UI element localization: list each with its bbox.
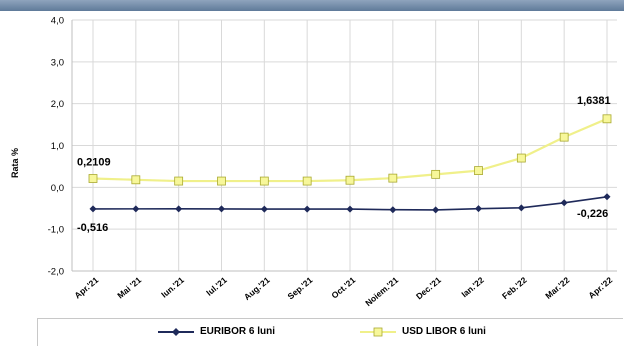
x-tick-label: Dec.'21 — [414, 275, 443, 302]
data-point-usd-libor — [88, 174, 98, 183]
data-point-usd-libor — [259, 176, 269, 186]
x-tick-label: Iun.'21 — [159, 275, 186, 300]
x-tick-label: Noiem.'21 — [363, 275, 400, 308]
line-chart: 4,0 3,0 2,0 1,0 0,0 -1,0 -2,0 Apr.'21 Mai '21 Iun… — [0, 11, 624, 317]
y-tick-label: 1,0 — [51, 141, 64, 152]
legend: EURIBOR 6 luni USD LIBOR 6 luni — [37, 318, 623, 346]
x-tick-label: Feb.'22 — [500, 275, 529, 301]
data-point-usd-libor — [217, 176, 226, 186]
data-point-usd-libor — [516, 153, 526, 163]
legend-label-usd-libor: USD LIBOR 6 luni — [402, 326, 486, 337]
data-point-usd-libor — [388, 173, 398, 183]
x-tick-label: Apr.'21 — [72, 275, 100, 301]
x-tick-label: Apr.'22 — [586, 275, 614, 301]
series-layer — [88, 114, 612, 214]
data-point-euribor — [603, 193, 611, 201]
y-tick-label: -2,0 — [48, 267, 64, 278]
data-point-usd-libor — [131, 175, 141, 185]
top-banner — [0, 0, 624, 11]
data-point-usd-libor — [559, 132, 569, 142]
data-point-usd-libor — [345, 175, 355, 185]
data-point-euribor — [432, 206, 440, 214]
data-point-euribor — [260, 205, 268, 213]
y-tick-label: 0,0 — [51, 183, 64, 194]
data-point-usd-libor — [474, 166, 483, 176]
x-tick-label: Sep.'21 — [285, 275, 314, 302]
data-point-euribor — [389, 206, 397, 214]
legend-euribor-marker-icon — [158, 328, 194, 336]
label-layer: 0,2109 -0,516 1,6381 -0,226 — [77, 95, 611, 234]
y-tick-label: -1,0 — [48, 225, 64, 236]
data-label: -0,516 — [77, 222, 108, 234]
x-tick-label: Mar.'22 — [543, 275, 571, 301]
x-tick-label: Iul.'21 — [204, 275, 229, 298]
data-point-euribor — [218, 205, 225, 213]
data-label: 1,6381 — [577, 95, 611, 107]
data-point-euribor — [560, 199, 568, 207]
axis-layer: 4,0 3,0 2,0 1,0 0,0 -1,0 -2,0 Apr.'21 Mai '21 Iun… — [48, 16, 617, 308]
data-point-euribor — [303, 205, 311, 213]
data-label: 0,2109 — [77, 157, 111, 169]
data-point-euribor — [475, 205, 482, 213]
data-point-euribor — [346, 205, 354, 213]
data-point-usd-libor — [602, 114, 612, 124]
data-point-euribor — [175, 205, 183, 213]
y-tick-label: 3,0 — [51, 57, 64, 68]
x-tick-label: Mai '21 — [115, 275, 143, 301]
data-label: -0,226 — [577, 208, 608, 220]
legend-label-euribor: EURIBOR 6 luni — [200, 326, 276, 337]
grid-layer — [72, 19, 617, 272]
data-point-euribor — [517, 204, 525, 212]
data-point-euribor — [89, 205, 97, 213]
x-tick-label: Aug.'21 — [242, 275, 272, 302]
y-tick-label: 4,0 — [51, 16, 64, 27]
chart-svg: 4,0 3,0 2,0 1,0 0,0 -1,0 -2,0 Apr.'21 Mai '21 Iun… — [10, 16, 617, 308]
x-tick-label: Oct.'21 — [329, 275, 357, 301]
data-point-usd-libor — [302, 176, 312, 186]
data-point-usd-libor — [431, 169, 441, 179]
legend-usd-libor-marker-icon — [360, 327, 396, 337]
data-point-euribor — [132, 205, 140, 213]
x-tick-label: Ian.'22 — [459, 275, 486, 300]
y-tick-label: 2,0 — [51, 99, 64, 110]
data-point-usd-libor — [174, 176, 184, 186]
y-axis-label: Rata % — [10, 148, 20, 178]
